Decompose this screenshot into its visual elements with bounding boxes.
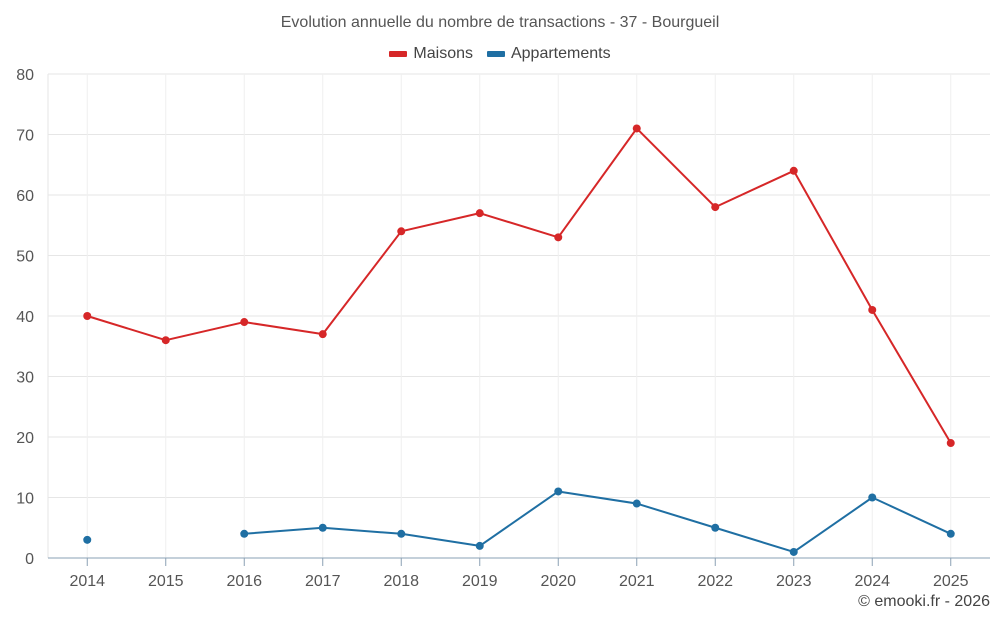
data-point-appartements-2020 (554, 487, 563, 496)
data-point-appartements-2025 (946, 529, 955, 538)
data-point-maisons-2019 (475, 209, 484, 218)
legend-item-maisons[interactable]: Maisons (389, 45, 473, 63)
data-point-appartements-2024 (868, 493, 877, 502)
y-tick-label-10: 10 (16, 491, 34, 508)
data-point-maisons-2024 (868, 305, 877, 314)
chart-title: Evolution annuelle du nombre de transact… (280, 14, 720, 31)
series-layer (83, 124, 955, 556)
data-point-appartements-2017 (318, 523, 327, 532)
credit: © emooki.fr - 2026 (858, 593, 990, 610)
x-tick-label-2021: 2021 (619, 573, 655, 590)
data-point-maisons-2020 (554, 233, 563, 242)
x-tick-label-2016: 2016 (226, 573, 262, 590)
y-tick-label-30: 30 (16, 370, 34, 387)
series-maisons (83, 124, 955, 448)
x-tick-label-2015: 2015 (148, 573, 184, 590)
y-tick-label-40: 40 (16, 309, 34, 326)
x-tick-label-2025: 2025 (933, 573, 969, 590)
data-point-appartements-2021 (632, 499, 641, 508)
legend: Maisons Appartements (0, 45, 1000, 63)
data-point-maisons-2021 (632, 124, 641, 133)
legend-label-appartements: Appartements (510, 45, 611, 62)
data-point-maisons-2025 (946, 439, 955, 448)
grid-lines (48, 73, 990, 559)
x-tick-label-2022: 2022 (697, 573, 733, 590)
legend-item-appartements[interactable]: Appartements (486, 45, 611, 63)
y-tick-label-80: 80 (16, 67, 34, 84)
x-tick-label-2014: 2014 (69, 573, 105, 590)
y-tick-label-20: 20 (16, 430, 34, 447)
x-tick-label-2019: 2019 (462, 573, 498, 590)
data-point-appartements-2014 (83, 535, 92, 544)
data-point-appartements-2019 (475, 541, 484, 550)
data-point-maisons-2022 (711, 203, 720, 212)
y-tick-label-0: 0 (25, 551, 34, 568)
legend-label-maisons: Maisons (413, 45, 473, 62)
series-appartements (83, 487, 955, 556)
x-tick-label-2018: 2018 (383, 573, 419, 590)
data-point-maisons-2015 (161, 336, 170, 345)
data-point-appartements-2016 (240, 529, 249, 538)
y-tick-label-50: 50 (16, 249, 34, 266)
y-tick-label-60: 60 (16, 188, 34, 205)
legend-swatch-maisons (389, 51, 408, 57)
legend-swatch-appartements (486, 51, 505, 57)
x-tick-label-2020: 2020 (540, 573, 576, 590)
y-tick-label-70: 70 (16, 128, 34, 145)
data-point-maisons-2017 (318, 330, 327, 339)
x-tick-label-2017: 2017 (305, 573, 341, 590)
data-point-appartements-2018 (397, 529, 406, 538)
data-point-maisons-2016 (240, 318, 249, 327)
data-point-maisons-2018 (397, 227, 406, 236)
data-point-appartements-2023 (789, 547, 798, 556)
series-line-maisons-0 (86, 127, 952, 444)
axes: 0 10 20 30 40 50 60 70 80 2014 2015 2016 2017 2018 201… (16, 67, 990, 590)
x-tick-label-2024: 2024 (854, 573, 890, 590)
data-point-maisons-2014 (83, 312, 92, 320)
series-line-appartements-1 (244, 490, 952, 553)
x-tick-label-2023: 2023 (776, 573, 812, 590)
data-point-maisons-2023 (789, 166, 798, 175)
data-point-appartements-2022 (711, 523, 720, 532)
